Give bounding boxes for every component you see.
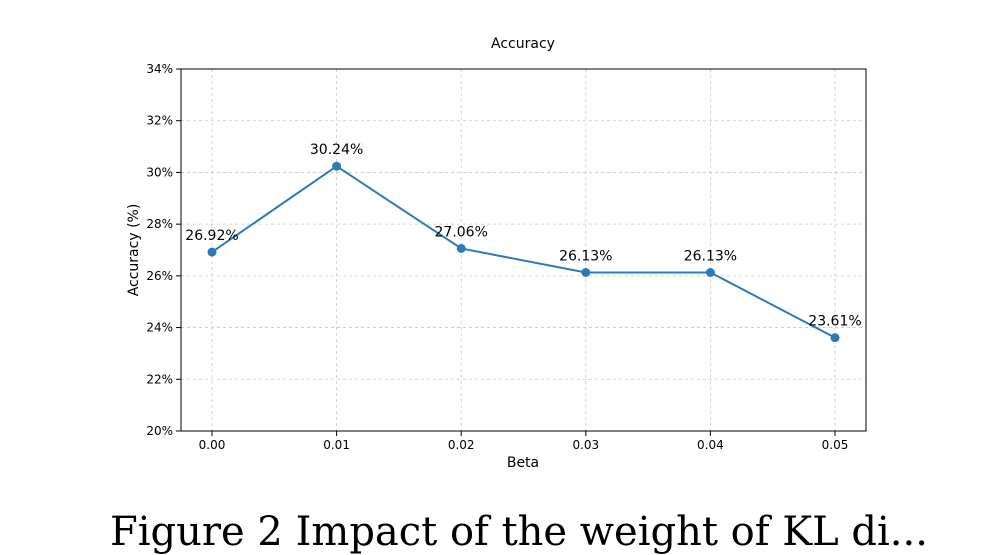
y-tick-label: 22%: [146, 372, 173, 386]
y-tick-label: 34%: [146, 62, 173, 76]
y-tick-label: 32%: [146, 114, 173, 128]
x-tick-label: 0.03: [572, 438, 599, 452]
data-label: 26.13%: [684, 248, 737, 264]
data-label: 30.24%: [310, 142, 363, 158]
data-label: 23.61%: [808, 314, 861, 330]
x-tick-label: 0.05: [822, 438, 849, 452]
data-point: [581, 267, 591, 277]
data-label: 27.06%: [435, 224, 488, 240]
y-tick-label: 26%: [146, 269, 173, 283]
accuracy-line-chart: Accuracy 20% 22% 24% 26% 28% 30% 32% 34% 0.00 0.0…: [126, 36, 867, 471]
y-tick-label: 30%: [146, 165, 173, 179]
y-tick-label: 24%: [146, 321, 173, 335]
x-tick-label: 0.02: [448, 438, 475, 452]
data-label: 26.13%: [559, 248, 612, 264]
series-line: [211, 165, 836, 339]
data-point: [456, 243, 466, 253]
grid-lines: [181, 68, 866, 432]
x-axis-title: Beta: [507, 455, 539, 471]
axis-ticks: 20% 22% 24% 26% 28% 30% 32% 34% 0.00 0.01 0.02 0.03…: [146, 62, 848, 452]
data-point: [830, 333, 840, 343]
x-tick-label: 0.00: [199, 438, 226, 452]
plot-area-frame: [180, 68, 867, 432]
figure-caption: Figure 2 Impact of the weight of KL di..…: [110, 509, 928, 555]
data-point: [207, 247, 217, 257]
y-tick-label: 20%: [146, 424, 173, 438]
chart-title: Accuracy: [491, 36, 555, 52]
data-labels: 26.92% 30.24% 27.06% 26.13% 26.13% 23.61%: [185, 142, 861, 329]
data-point: [705, 267, 715, 277]
x-tick-label: 0.04: [697, 438, 724, 452]
data-point: [332, 161, 342, 171]
data-label: 26.92%: [185, 228, 238, 244]
series-accuracy: [207, 161, 840, 343]
y-axis-title: Accuracy (%): [126, 204, 142, 297]
y-tick-label: 28%: [146, 217, 173, 231]
x-tick-label: 0.01: [323, 438, 350, 452]
